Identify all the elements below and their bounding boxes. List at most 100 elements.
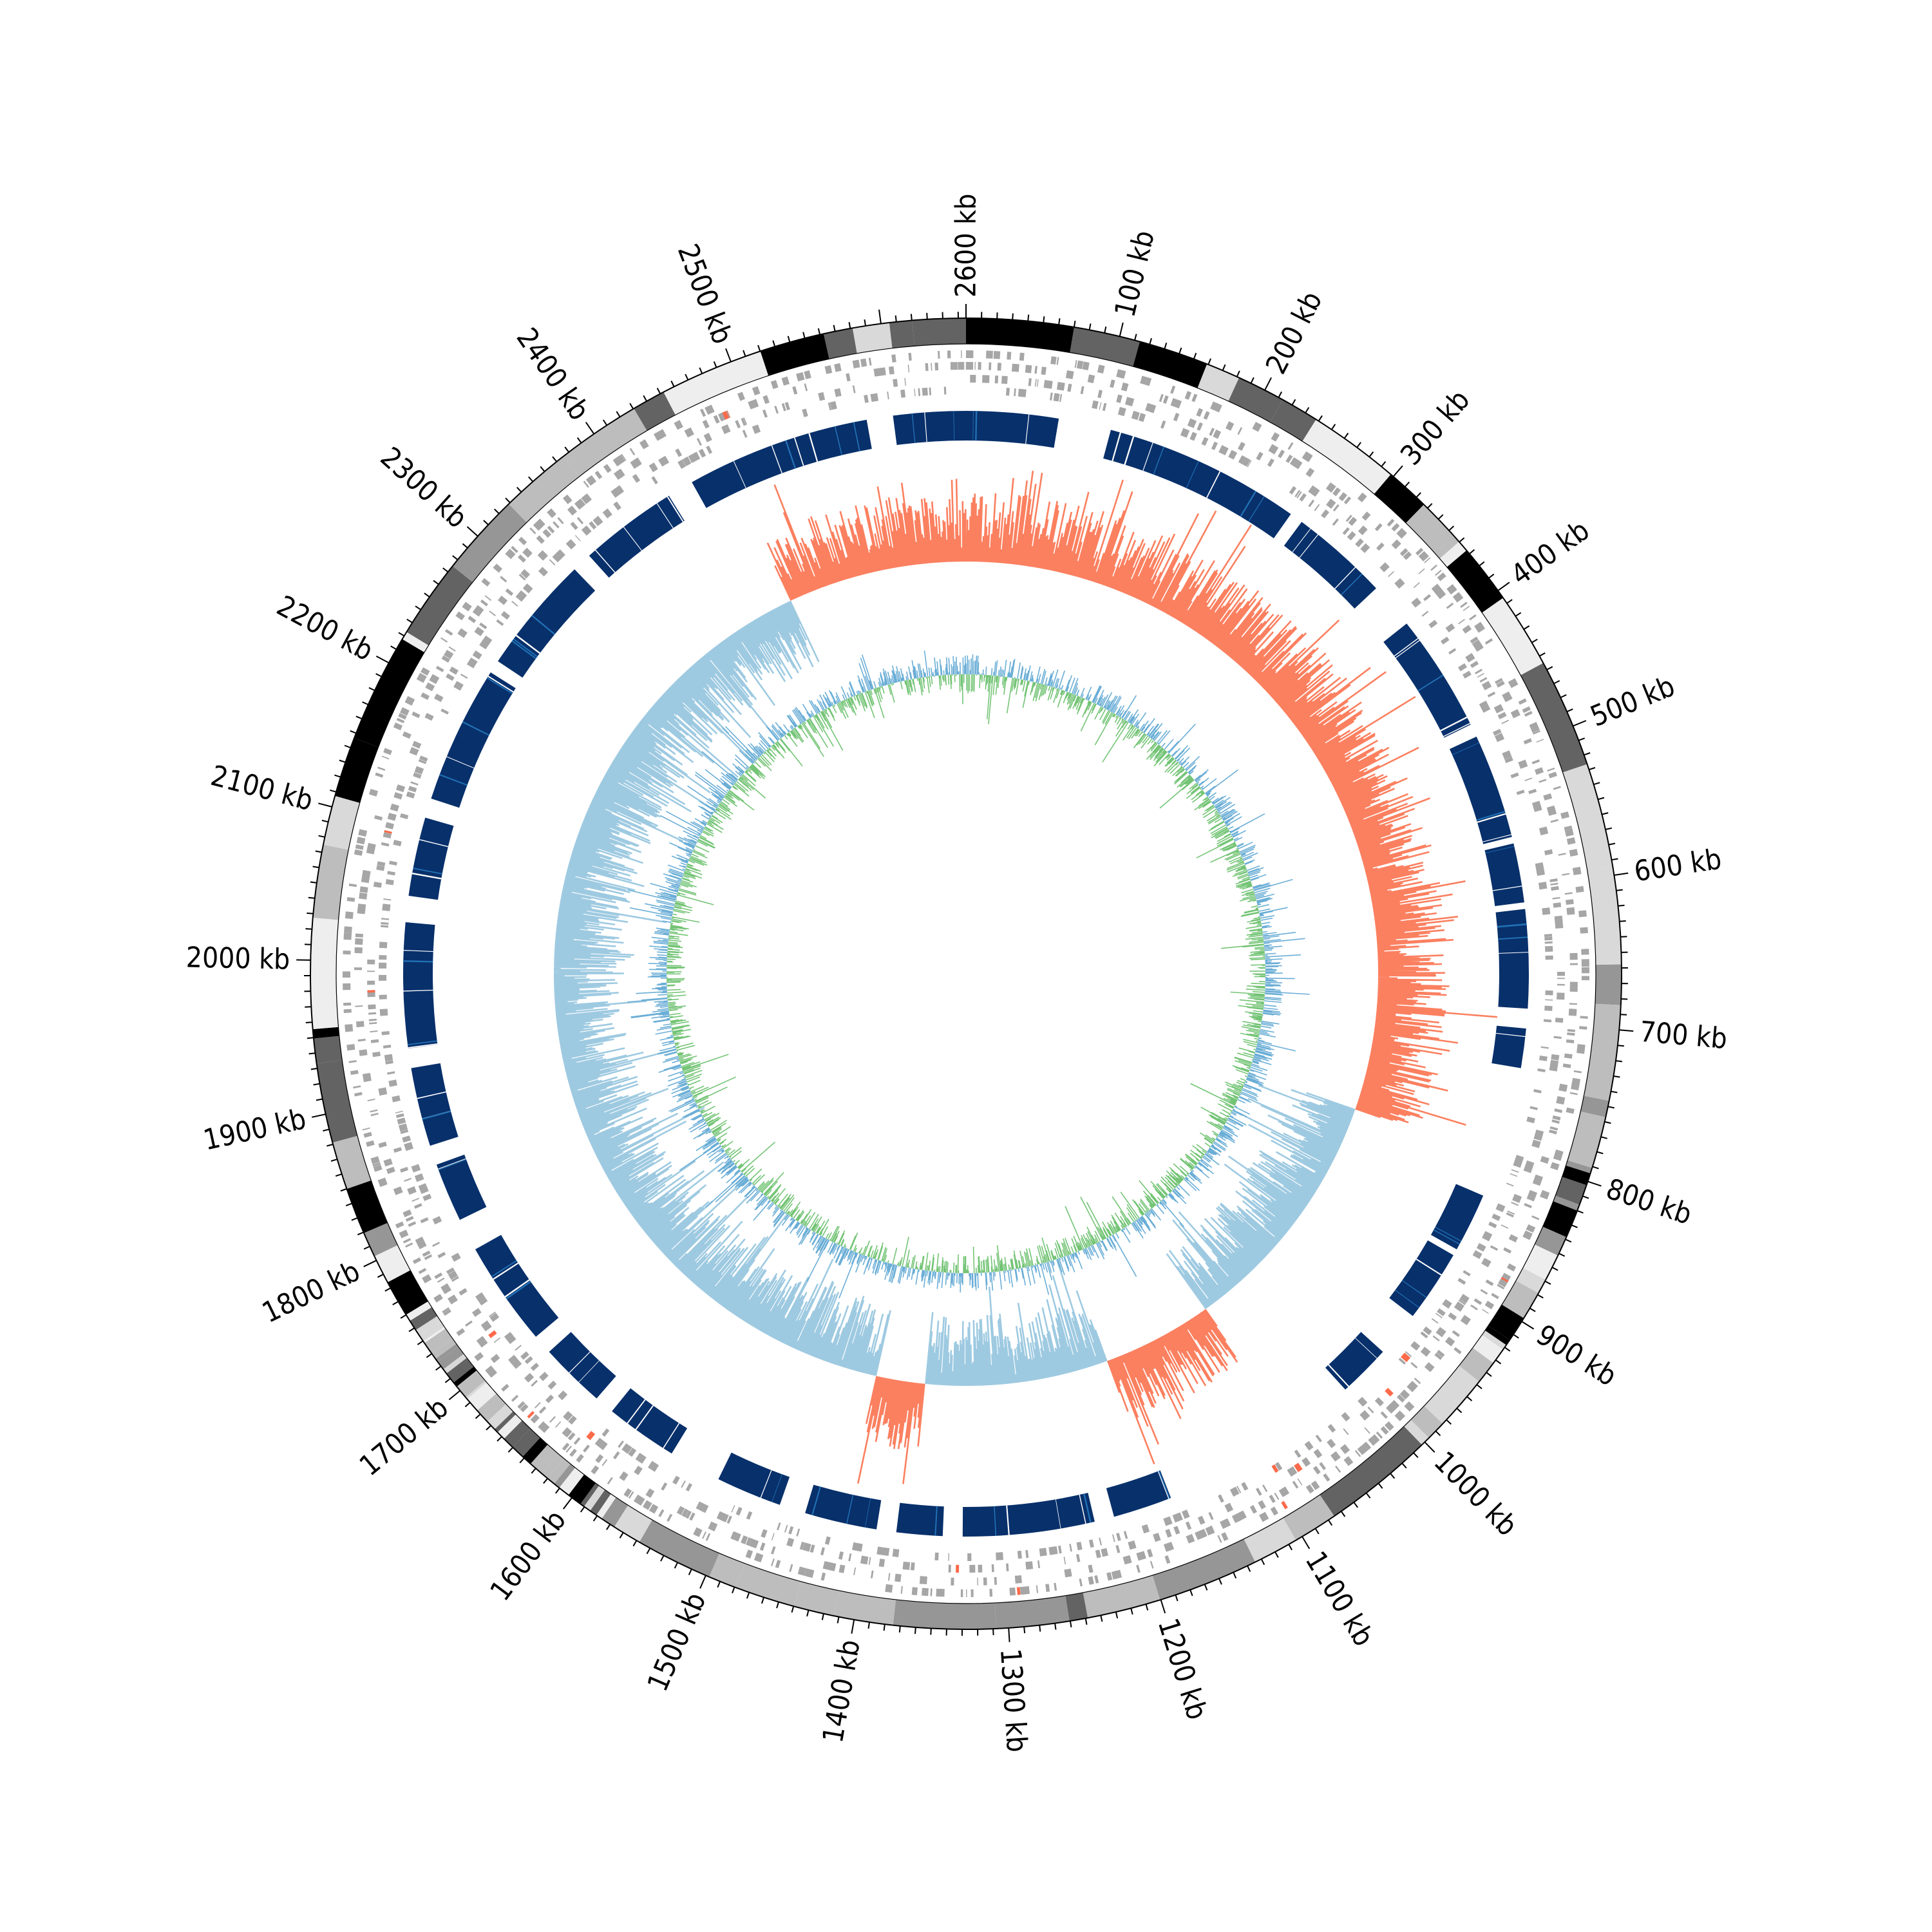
feature-tile <box>1536 870 1545 874</box>
contig-segment <box>1580 1095 1609 1117</box>
feature-tile <box>1571 1081 1580 1091</box>
contig-segment <box>834 1591 896 1625</box>
feature-tile <box>1201 437 1209 446</box>
feature-tile <box>1262 1484 1268 1492</box>
feature-tile <box>1512 1193 1522 1204</box>
feature-tile <box>557 517 564 524</box>
homology-block <box>1449 736 1512 844</box>
feature-tile <box>547 508 556 518</box>
feature-tile <box>1287 1466 1298 1477</box>
feature-tile <box>1420 1347 1431 1357</box>
feature-tile <box>477 1337 488 1348</box>
homology-block <box>893 411 966 445</box>
feature-tile <box>342 971 351 975</box>
feature-tile <box>1175 399 1182 409</box>
feature-tile <box>1020 388 1027 397</box>
feature-tile <box>539 1372 549 1381</box>
feature-tile <box>372 1162 381 1167</box>
feature-tile <box>540 1423 550 1433</box>
feature-tile <box>520 1403 529 1412</box>
feature-tile <box>1421 611 1429 617</box>
feature-tile <box>621 1443 631 1453</box>
feature-tile <box>1210 401 1218 411</box>
tick-label: 300 kb <box>1394 384 1476 472</box>
contig-segment <box>760 334 829 376</box>
feature-tile <box>1394 542 1401 549</box>
feature-tile <box>418 759 427 764</box>
feature-tile <box>513 1360 522 1369</box>
homology-gap <box>462 721 489 736</box>
feature-tile <box>1211 441 1218 450</box>
feature-tile <box>746 1511 753 1520</box>
feature-tile <box>1411 1341 1421 1350</box>
homology-gap <box>1248 496 1265 522</box>
homology-gap <box>793 437 804 466</box>
feature-tile <box>713 415 720 424</box>
contig-segment <box>504 1420 531 1448</box>
feature-tile <box>396 717 405 724</box>
feature-tile <box>775 1560 781 1569</box>
feature-tile <box>416 672 427 683</box>
feature-tile <box>402 731 412 739</box>
feature-tile <box>696 437 702 446</box>
feature-tile <box>500 576 507 583</box>
feature-tile <box>1530 1106 1538 1110</box>
homology-block <box>431 672 516 808</box>
feature-tile <box>837 388 842 397</box>
feature-tile <box>1181 1510 1190 1519</box>
feature-tile <box>406 791 415 799</box>
feature-tile <box>1391 523 1400 532</box>
tick-label: 500 kb <box>1586 670 1679 734</box>
feature-tile <box>408 786 417 793</box>
feature-tile <box>648 1461 657 1471</box>
contig-segment <box>435 1343 459 1362</box>
feature-tile <box>982 375 990 383</box>
feature-tile <box>1544 934 1553 938</box>
homology-gap <box>1186 460 1199 489</box>
feature-tile <box>1386 1403 1396 1414</box>
contig-segment <box>312 844 349 920</box>
feature-tile <box>1533 1089 1542 1094</box>
feature-tile <box>1434 1352 1443 1360</box>
feature-tile <box>1186 1533 1195 1544</box>
feature-tile <box>628 1491 634 1499</box>
feature-tile <box>938 350 940 359</box>
feature-tile <box>568 1416 577 1425</box>
feature-tile <box>1502 750 1512 760</box>
feature-tile <box>1523 738 1532 744</box>
feature-tile <box>1360 543 1370 553</box>
homology-gap <box>578 1360 600 1383</box>
feature-tile <box>391 803 399 808</box>
feature-tile <box>1413 582 1420 589</box>
contig-segment <box>1516 1267 1546 1294</box>
feature-tile <box>511 1394 519 1402</box>
feature-tile <box>524 547 533 556</box>
feature-tile <box>1057 1545 1062 1554</box>
feature-tile <box>1325 482 1335 492</box>
tick-label: 400 kb <box>1505 514 1595 592</box>
feature-tile <box>1526 1195 1535 1202</box>
feature-tile <box>1347 531 1356 541</box>
feature-tile <box>1221 1532 1229 1541</box>
feature-tile <box>1019 1586 1027 1595</box>
feature-tile <box>1122 1555 1132 1565</box>
feature-tile <box>846 373 851 382</box>
feature-tile <box>706 446 713 454</box>
contig-segment <box>437 1346 464 1370</box>
feature-tile <box>1097 365 1105 374</box>
feature-tile <box>948 1553 950 1561</box>
feature-tile <box>1357 492 1365 501</box>
feature-tile <box>440 708 449 715</box>
feature-tile <box>1281 1501 1288 1510</box>
feature-tile <box>370 1156 380 1165</box>
feature-tile <box>1463 605 1470 611</box>
feature-tile <box>390 804 399 812</box>
feature-tile <box>585 477 594 486</box>
feature-tile <box>1241 1482 1249 1491</box>
feature-tile <box>771 1546 776 1555</box>
homology-gap <box>1142 442 1153 471</box>
feature-tile <box>1384 1421 1394 1431</box>
feature-tile <box>386 1168 395 1174</box>
feature-tile <box>1219 1519 1228 1530</box>
